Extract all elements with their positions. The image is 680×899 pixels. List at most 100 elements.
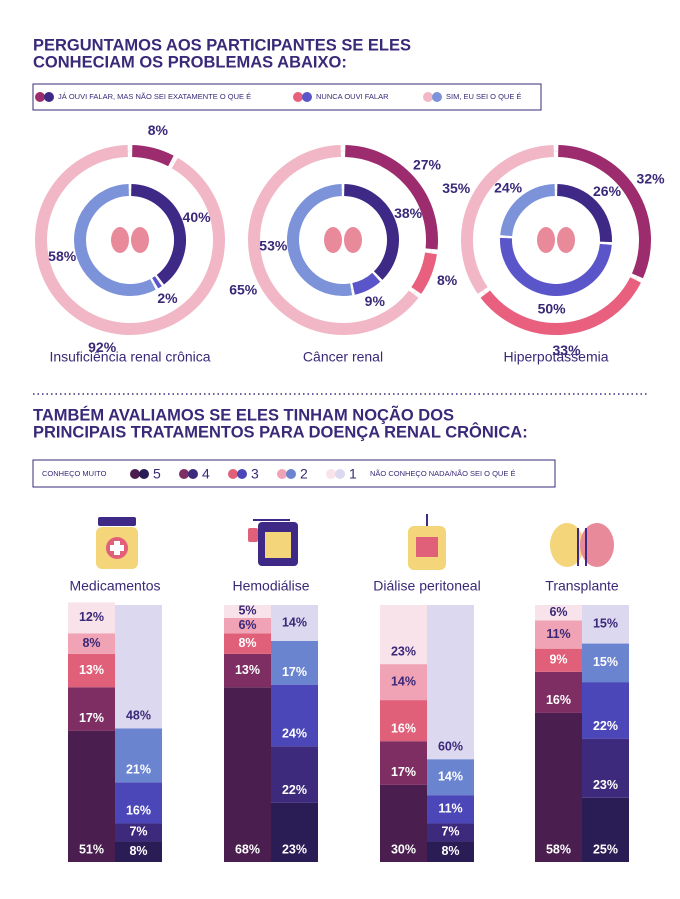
bar-label: 16% bbox=[546, 693, 571, 707]
bar-label: 6% bbox=[238, 618, 256, 632]
bar-label: 16% bbox=[126, 804, 151, 818]
bar-segment bbox=[271, 684, 318, 747]
bar-label: 23% bbox=[593, 778, 618, 792]
donut-segment bbox=[343, 184, 399, 280]
bar-segment bbox=[380, 605, 427, 665]
icon-kidney bbox=[324, 227, 342, 253]
donut-label: 58% bbox=[48, 248, 77, 264]
bar-segment bbox=[224, 653, 271, 688]
bar-segment bbox=[535, 620, 582, 649]
bar-label: 11% bbox=[438, 802, 462, 816]
bar-label: 60% bbox=[438, 739, 463, 753]
bar-segment bbox=[535, 671, 582, 713]
bar-segment bbox=[68, 633, 115, 654]
bar-label: 48% bbox=[126, 709, 151, 723]
bar-label: 22% bbox=[593, 719, 618, 733]
bar-segment bbox=[271, 640, 318, 685]
donut-label: 50% bbox=[538, 301, 567, 317]
legend-label: 5 bbox=[153, 466, 161, 482]
bar-label: 23% bbox=[391, 644, 416, 658]
icon-hemodialysis bbox=[248, 519, 298, 566]
legend-label: CONHEÇO MUITO bbox=[42, 469, 107, 478]
bar-segment bbox=[380, 784, 427, 862]
legend-swatch bbox=[277, 469, 287, 479]
bar-label: 17% bbox=[282, 665, 307, 679]
bar-label: 25% bbox=[593, 842, 618, 856]
bar-label: 23% bbox=[282, 842, 307, 856]
legend-label: 2 bbox=[300, 466, 308, 482]
bar-label: 6% bbox=[549, 605, 567, 619]
icon-bg bbox=[530, 214, 582, 266]
donut-segment bbox=[287, 184, 353, 296]
bar-segment bbox=[271, 746, 318, 803]
legend-swatch bbox=[188, 469, 198, 479]
donut-segment bbox=[35, 145, 225, 335]
legend-swatch bbox=[44, 92, 54, 102]
legend-swatch bbox=[326, 469, 336, 479]
bar-label: 58% bbox=[546, 842, 571, 856]
bar-label: 14% bbox=[391, 674, 416, 688]
bar-segment bbox=[224, 605, 271, 618]
bar-segment bbox=[115, 605, 162, 729]
donut-label: 35% bbox=[442, 180, 471, 196]
bar-label: 16% bbox=[391, 722, 416, 736]
legend-swatch bbox=[302, 92, 312, 102]
bar-segment bbox=[427, 841, 474, 862]
bar-segment bbox=[427, 605, 474, 760]
bar-segment bbox=[582, 643, 629, 683]
bar-segment bbox=[115, 782, 162, 824]
bar-label: 8% bbox=[238, 636, 256, 650]
donut-segment bbox=[131, 145, 174, 167]
bar-label: 14% bbox=[282, 615, 307, 629]
legend-box bbox=[32, 459, 556, 488]
bar-segment bbox=[224, 633, 271, 654]
title-line: CONHECIAM OS PROBLEMAS ABAIXO: bbox=[33, 53, 347, 71]
donut-segment bbox=[352, 272, 381, 295]
bar-segment bbox=[535, 605, 582, 621]
icon-medicine bbox=[96, 517, 138, 569]
bar-segment bbox=[427, 823, 474, 842]
title-line: TAMBÉM AVALIAMOS SE ELES TINHAM NOÇÃO DO… bbox=[33, 404, 454, 424]
bar-label: 30% bbox=[391, 842, 416, 856]
legend-label: NÃO CONHEÇO NADA/NÃO SEI O QUE É bbox=[370, 469, 515, 478]
legend-swatch bbox=[228, 469, 238, 479]
bar-label: 11% bbox=[546, 627, 570, 641]
bar-segment bbox=[271, 802, 318, 862]
donut-label: 8% bbox=[437, 272, 458, 288]
legend-label: SIM, EU SEI O QUE É bbox=[446, 92, 521, 101]
bar-label: 12% bbox=[79, 610, 104, 624]
bar-segment bbox=[582, 682, 629, 739]
donut-label: 27% bbox=[413, 157, 442, 173]
title-line: PERGUNTAMOS AOS PARTICIPANTES SE ELES bbox=[33, 36, 411, 54]
icon-bg bbox=[104, 214, 156, 266]
donut-segment bbox=[500, 184, 556, 237]
chart-name: Diálise peritoneal bbox=[373, 578, 480, 594]
chart-name: Câncer renal bbox=[303, 349, 383, 365]
legend-swatch bbox=[335, 469, 345, 479]
chart-name: Hemodiálise bbox=[232, 578, 309, 594]
donut-label: 40% bbox=[183, 209, 212, 225]
chart-name: Hiperpotassemia bbox=[503, 349, 608, 365]
donut-label: 24% bbox=[494, 180, 523, 196]
donut-segment bbox=[500, 237, 612, 296]
chart-name: Medicamentos bbox=[69, 578, 160, 594]
legend-label: NUNCA OUVI FALAR bbox=[316, 92, 389, 101]
bar-label: 17% bbox=[391, 765, 416, 779]
bar-segment bbox=[582, 605, 629, 644]
donut-segment bbox=[557, 145, 651, 279]
donut-segment bbox=[411, 252, 437, 294]
donut-segment bbox=[480, 277, 641, 335]
donut-segment bbox=[74, 184, 156, 296]
bar-segment bbox=[115, 728, 162, 783]
bar-label: 21% bbox=[126, 763, 151, 777]
bar-label: 15% bbox=[593, 617, 618, 631]
legend-swatch bbox=[432, 92, 442, 102]
bar-segment bbox=[115, 841, 162, 862]
legend-swatch bbox=[286, 469, 296, 479]
donut-label: 38% bbox=[394, 205, 423, 221]
legend-label: 3 bbox=[251, 466, 259, 482]
bar-segment bbox=[427, 795, 474, 824]
bar-segment bbox=[582, 738, 629, 798]
bar-segment bbox=[68, 730, 115, 862]
